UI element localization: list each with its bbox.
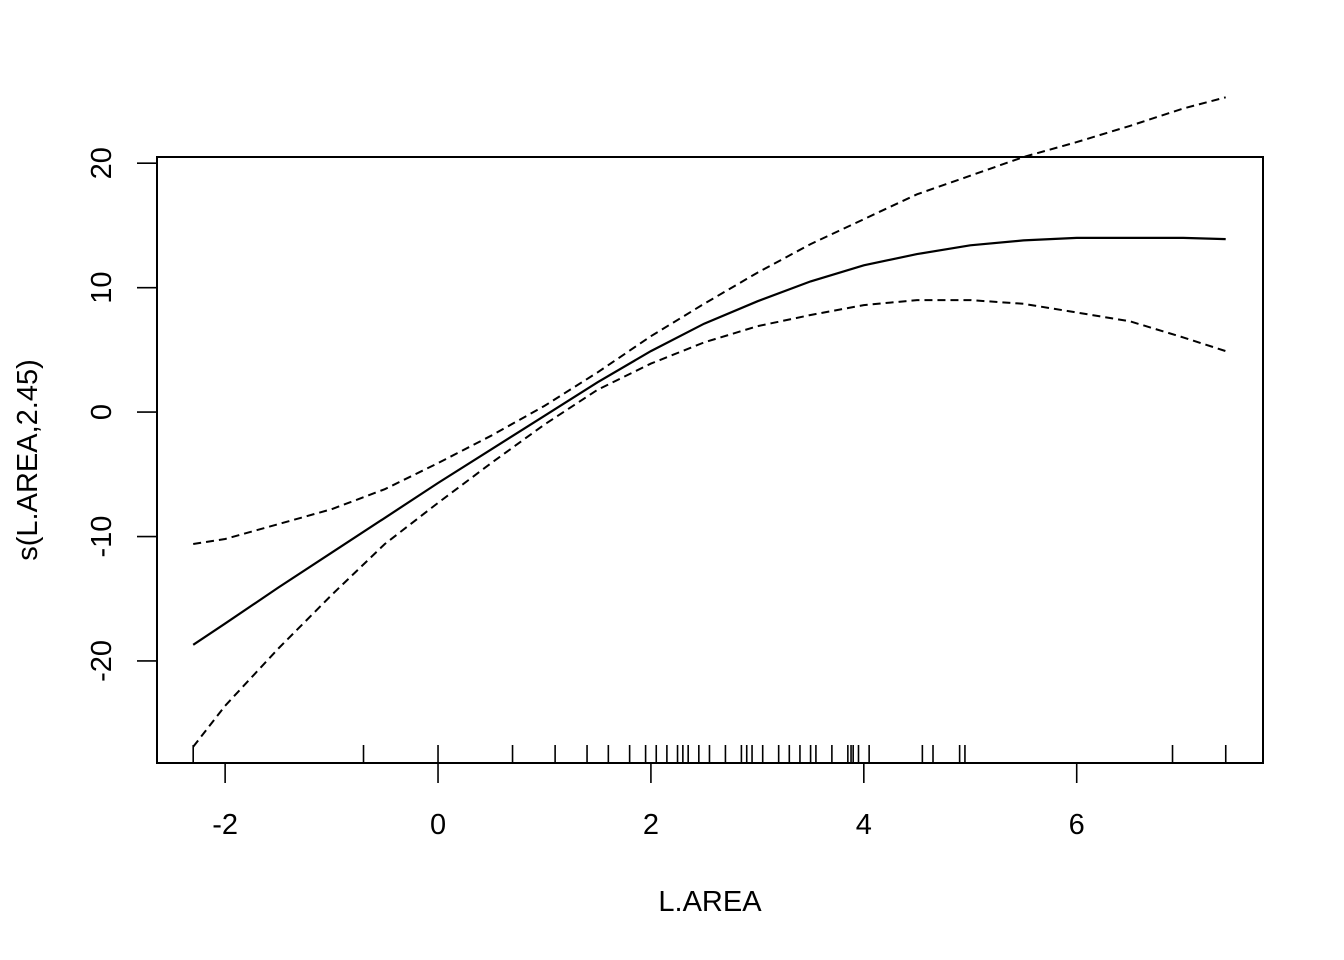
y-tick-label: 0 bbox=[86, 404, 118, 420]
x-tick-label: 0 bbox=[430, 809, 446, 841]
x-tick-label: 2 bbox=[643, 809, 659, 841]
series-group bbox=[192, 96, 1227, 748]
plot-frame bbox=[156, 156, 1264, 764]
y-tick-label: -10 bbox=[86, 516, 118, 558]
x-tick-label: 4 bbox=[856, 809, 872, 841]
fitted-smooth-line bbox=[192, 236, 1226, 646]
y-axis: -20 -10 0 10 20 bbox=[86, 147, 158, 682]
y-tick-label: 10 bbox=[86, 272, 118, 304]
x-tick-label: -2 bbox=[212, 809, 238, 841]
x-axis-title: L.AREA bbox=[658, 886, 762, 918]
y-tick-label: 20 bbox=[86, 147, 118, 179]
y-axis-title: s(L.AREA,2.45) bbox=[12, 359, 44, 560]
upper-confidence-band bbox=[193, 96, 1226, 545]
rug-plot bbox=[192, 745, 1227, 763]
y-tick-label: -20 bbox=[86, 640, 118, 682]
lower-confidence-band bbox=[192, 299, 1227, 748]
x-axis: -2 0 2 4 6 bbox=[212, 762, 1085, 841]
x-tick-label: 6 bbox=[1069, 809, 1085, 841]
